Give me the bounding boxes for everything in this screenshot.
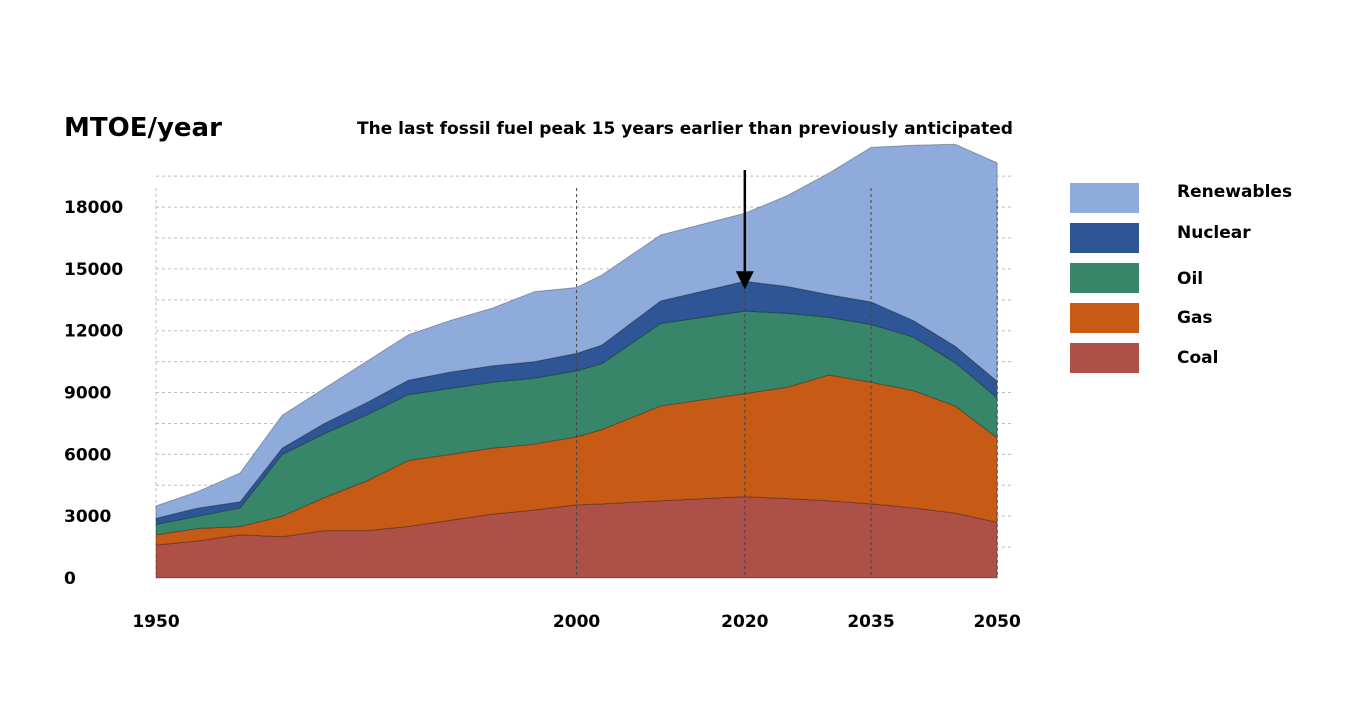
y-tick-label: 15000 <box>64 260 123 280</box>
peak-arrow-head <box>735 271 754 290</box>
legend-swatch-nuclear <box>1070 223 1139 253</box>
peak-annotation <box>735 170 754 290</box>
x-tick-label: 2000 <box>553 612 600 632</box>
legend: Renewables Nuclear Oil Gas Coal <box>1070 182 1292 373</box>
y-tick-label: 12000 <box>64 322 123 342</box>
legend-label-renewables: Renewables <box>1177 182 1292 202</box>
y-tick-label: 3000 <box>64 507 111 527</box>
legend-swatch-gas <box>1070 303 1139 333</box>
legend-swatch-oil <box>1070 263 1139 293</box>
y-unit-label: MTOE/year <box>64 113 222 143</box>
x-tick-label: 2050 <box>974 612 1021 632</box>
y-tick-label: 18000 <box>64 198 123 218</box>
legend-swatch-coal <box>1070 343 1139 373</box>
axis-tick-labels: 0 3000 6000 9000 12000 15000 18000 1950 2000 2020… <box>64 198 1021 632</box>
y-tick-label: 0 <box>64 569 76 589</box>
legend-label-gas: Gas <box>1177 308 1213 328</box>
y-tick-label: 9000 <box>64 384 111 404</box>
legend-label-coal: Coal <box>1177 348 1218 368</box>
x-tick-label: 2020 <box>721 612 768 632</box>
highlight-year-lines <box>576 188 998 578</box>
chart-title: The last fossil fuel peak 15 years earli… <box>357 119 1013 139</box>
x-tick-label: 1950 <box>132 612 179 632</box>
legend-label-oil: Oil <box>1177 269 1203 289</box>
x-tick-label: 2035 <box>847 612 894 632</box>
legend-label-nuclear: Nuclear <box>1177 223 1251 243</box>
y-tick-label: 6000 <box>64 445 111 465</box>
legend-swatch-renewables <box>1070 183 1139 213</box>
